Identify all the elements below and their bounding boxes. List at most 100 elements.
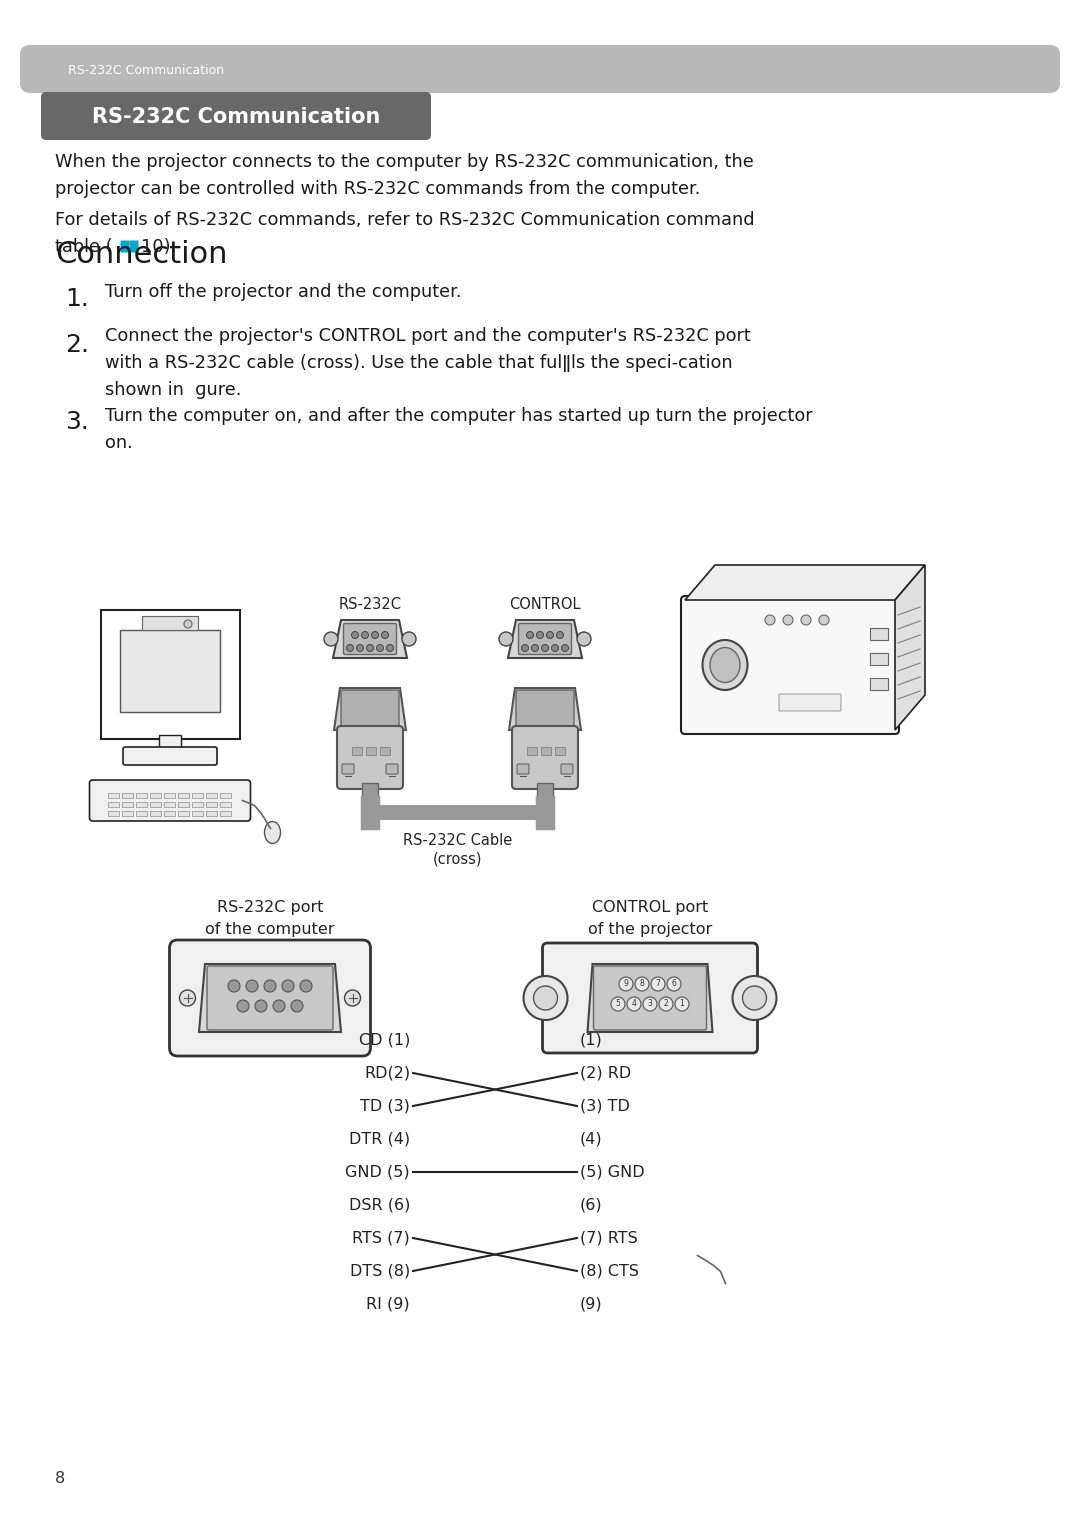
Circle shape	[324, 632, 338, 645]
Circle shape	[356, 644, 364, 652]
Polygon shape	[199, 964, 341, 1032]
Text: (5) GND: (5) GND	[580, 1164, 645, 1180]
Bar	[537, 783, 553, 803]
FancyBboxPatch shape	[342, 765, 354, 774]
Circle shape	[534, 986, 557, 1010]
Bar	[141, 617, 198, 630]
Text: RS-232C: RS-232C	[338, 597, 402, 612]
Bar	[108, 803, 119, 807]
Circle shape	[635, 977, 649, 990]
Bar	[192, 794, 203, 798]
Text: RS-232C Cable: RS-232C Cable	[403, 833, 512, 848]
Text: CONTROL port: CONTROL port	[592, 900, 708, 916]
Circle shape	[556, 632, 564, 638]
Text: (2) RD: (2) RD	[580, 1065, 631, 1080]
Circle shape	[765, 615, 775, 626]
Text: table (: table (	[55, 238, 112, 256]
Bar	[122, 794, 133, 798]
FancyBboxPatch shape	[594, 966, 706, 1030]
Text: with a RS-232C cable (cross). Use the cable that fulǁls the speci­cation: with a RS-232C cable (cross). Use the ca…	[105, 354, 732, 372]
Circle shape	[531, 644, 539, 652]
Polygon shape	[895, 565, 924, 729]
Text: CONTROL: CONTROL	[510, 597, 581, 612]
Text: on.: on.	[105, 433, 133, 452]
Bar	[150, 794, 161, 798]
Circle shape	[819, 615, 829, 626]
Text: 1: 1	[679, 1000, 685, 1009]
Bar	[120, 630, 220, 713]
Circle shape	[577, 632, 591, 645]
Bar	[178, 803, 189, 807]
Circle shape	[179, 990, 195, 1006]
FancyBboxPatch shape	[100, 610, 240, 739]
Text: DSR (6): DSR (6)	[349, 1198, 410, 1213]
Bar	[108, 794, 119, 798]
Bar	[380, 746, 390, 755]
Text: TD (3): TD (3)	[360, 1099, 410, 1114]
Circle shape	[552, 644, 558, 652]
FancyBboxPatch shape	[681, 597, 899, 734]
FancyBboxPatch shape	[512, 726, 578, 789]
Circle shape	[246, 980, 258, 992]
Text: of the projector: of the projector	[588, 922, 712, 937]
Bar	[150, 810, 161, 816]
Bar	[164, 794, 175, 798]
Text: 4: 4	[632, 1000, 636, 1009]
Bar	[122, 810, 133, 816]
Circle shape	[345, 990, 361, 1006]
FancyBboxPatch shape	[542, 943, 757, 1053]
FancyBboxPatch shape	[21, 44, 1059, 93]
Bar	[192, 810, 203, 816]
Text: Connect the projector's CONTROL port and the computer's RS-232C port: Connect the projector's CONTROL port and…	[105, 327, 751, 345]
Text: Turn off the projector and the computer.: Turn off the projector and the computer.	[105, 282, 461, 301]
Text: 1.: 1.	[65, 287, 89, 311]
Circle shape	[282, 980, 294, 992]
Text: GND (5): GND (5)	[346, 1164, 410, 1180]
Circle shape	[402, 632, 416, 645]
Polygon shape	[334, 688, 406, 729]
Text: of the computer: of the computer	[205, 922, 335, 937]
Bar	[870, 678, 888, 690]
Text: For details of RS-232C commands, refer to RS-232C Communication command: For details of RS-232C commands, refer t…	[55, 211, 755, 229]
Text: Connection: Connection	[55, 240, 228, 269]
Bar	[159, 736, 181, 749]
Bar	[870, 653, 888, 665]
Ellipse shape	[710, 647, 740, 682]
Text: RD(2): RD(2)	[364, 1065, 410, 1080]
Bar	[178, 794, 189, 798]
Circle shape	[372, 632, 378, 638]
Text: RI (9): RI (9)	[366, 1297, 410, 1311]
Text: 3: 3	[648, 1000, 652, 1009]
Bar	[122, 803, 133, 807]
Circle shape	[783, 615, 793, 626]
Circle shape	[499, 632, 513, 645]
Circle shape	[659, 996, 673, 1012]
Text: RS-232C Communication: RS-232C Communication	[68, 64, 225, 76]
Circle shape	[387, 644, 393, 652]
Polygon shape	[685, 565, 924, 600]
Bar	[220, 794, 231, 798]
Circle shape	[537, 632, 543, 638]
Circle shape	[351, 632, 359, 638]
Circle shape	[743, 986, 767, 1010]
FancyBboxPatch shape	[207, 966, 333, 1030]
Text: RTS (7): RTS (7)	[352, 1230, 410, 1245]
Bar	[164, 810, 175, 816]
Ellipse shape	[265, 821, 281, 844]
Bar	[555, 746, 565, 755]
FancyBboxPatch shape	[518, 624, 571, 655]
Bar	[136, 803, 147, 807]
Circle shape	[651, 977, 665, 990]
Circle shape	[255, 1000, 267, 1012]
Circle shape	[675, 996, 689, 1012]
Circle shape	[377, 644, 383, 652]
Text: (cross): (cross)	[433, 852, 483, 865]
Circle shape	[273, 1000, 285, 1012]
Circle shape	[291, 1000, 303, 1012]
Bar	[220, 803, 231, 807]
Text: (7) RTS: (7) RTS	[580, 1230, 638, 1245]
Text: 6: 6	[672, 980, 676, 989]
Polygon shape	[509, 688, 581, 729]
Bar	[206, 794, 217, 798]
Ellipse shape	[702, 639, 747, 690]
